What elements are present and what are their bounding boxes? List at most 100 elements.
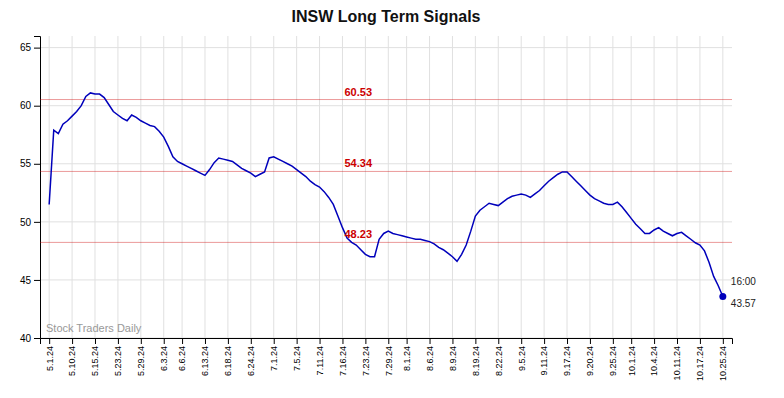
- x-tick: 8.19.24: [471, 338, 481, 376]
- x-tick-label: 5.23.24: [113, 346, 123, 376]
- x-tick-mark: [631, 338, 632, 344]
- x-tick-label: 7.29.24: [384, 346, 394, 376]
- chart: 5.1.24 5.10.24 5.15.24 5.23.24 5.29.24 6.3.24…: [0, 0, 784, 398]
- y-tick-label: 65: [20, 42, 32, 53]
- x-tick-label: 5.29.24: [136, 346, 146, 376]
- x-tick: 6.13.24: [200, 338, 210, 376]
- grid-line: [498, 36, 499, 338]
- reference-line: [40, 171, 732, 172]
- last-value-label: 43.57: [731, 298, 756, 309]
- last-time-label: 16:00: [731, 276, 756, 287]
- x-axis: 5.1.24 5.10.24 5.15.24 5.23.24 5.29.24 6.3.24…: [41, 338, 733, 381]
- x-tick-label: 10.17.24: [695, 346, 705, 381]
- y-tick: 60: [20, 100, 40, 111]
- x-axis-line: [41, 339, 733, 345]
- x-tick: 8.22.24: [494, 338, 504, 376]
- x-tick: 9.20.24: [585, 338, 595, 376]
- grid-line: [227, 36, 228, 338]
- x-tick-mark: [567, 338, 568, 344]
- x-tick-mark: [430, 338, 431, 344]
- x-tick: 10.4.24: [649, 338, 659, 376]
- grid-line: [365, 36, 366, 338]
- x-tick-mark: [521, 338, 522, 344]
- x-tick-mark: [251, 338, 252, 344]
- x-tick: 10.17.24: [695, 338, 705, 381]
- price-line: [49, 93, 723, 297]
- x-tick: 7.5.24: [292, 338, 302, 371]
- x-tick-label: 7.11.24: [315, 346, 325, 375]
- y-tick-label: 55: [20, 158, 32, 169]
- grid-line: [429, 36, 430, 338]
- x-tick-mark: [72, 338, 73, 344]
- x-tick-label: 6.3.24: [159, 346, 169, 371]
- y-tick-mark: [34, 338, 40, 339]
- x-tick-mark: [613, 338, 614, 344]
- grid-line: [567, 36, 568, 338]
- marks: [40, 93, 732, 300]
- x-tick-label: 9.17.24: [562, 346, 572, 376]
- grid-line: [40, 221, 732, 222]
- x-tick: 7.1.24: [269, 338, 279, 371]
- x-tick-label: 9.11.24: [539, 346, 549, 375]
- x-tick-mark: [342, 338, 343, 344]
- x-tick: 5.10.24: [67, 338, 77, 376]
- x-tick: 7.16.24: [338, 338, 348, 376]
- grid-line: [654, 36, 655, 338]
- x-tick: 10.11.24: [672, 338, 682, 380]
- x-tick: 6.24.24: [246, 338, 256, 376]
- y-tick: 45: [20, 275, 40, 286]
- grid-line: [140, 36, 141, 338]
- x-tick-mark: [700, 338, 701, 344]
- grid-line: [296, 36, 297, 338]
- grid-line: [699, 36, 700, 338]
- grid-line: [521, 36, 522, 338]
- grid-line: [612, 36, 613, 338]
- grid-line: [631, 36, 632, 338]
- x-tick-mark: [95, 338, 96, 344]
- y-tick-label: 45: [20, 275, 32, 286]
- x-tick-mark: [49, 338, 50, 344]
- x-tick-mark: [475, 338, 476, 344]
- grid-line: [722, 36, 723, 338]
- grid-line: [40, 279, 732, 280]
- reference-label: 54.34: [344, 157, 372, 169]
- x-tick: 9.25.24: [608, 338, 618, 376]
- y-tick-mark: [34, 48, 40, 49]
- reference-line: [40, 242, 732, 243]
- x-tick-label: 8.22.24: [494, 346, 504, 376]
- reference-line: [40, 99, 732, 100]
- x-tick: 6.18.24: [223, 338, 233, 376]
- x-tick-label: 8.19.24: [471, 346, 481, 376]
- x-tick: 5.15.24: [90, 338, 100, 376]
- grid-line: [452, 36, 453, 338]
- grid-line: [388, 36, 389, 338]
- grid-line: [677, 36, 678, 338]
- x-tick-label: 6.6.24: [177, 346, 187, 371]
- x-tick: 8.6.24: [425, 338, 435, 371]
- annotations: 60.5354.3448.23Stock Traders Daily16:004…: [46, 86, 756, 334]
- x-tick: 9.5.24: [517, 338, 527, 371]
- x-tick-mark: [118, 338, 119, 344]
- y-tick: 55: [20, 158, 40, 169]
- x-tick-mark: [205, 338, 206, 344]
- grid-line: [72, 36, 73, 338]
- x-tick-mark: [544, 338, 545, 344]
- grid-line: [273, 36, 274, 338]
- x-tick: 5.1.24: [45, 338, 55, 371]
- y-axis: 404550556065: [20, 37, 41, 344]
- x-tick: 6.6.24: [177, 338, 187, 371]
- y-axis-line: [34, 37, 41, 339]
- x-tick-label: 10.4.24: [649, 346, 659, 376]
- x-tick-label: 6.24.24: [246, 346, 256, 376]
- grid-line: [406, 36, 407, 338]
- grid-line: [40, 105, 732, 106]
- x-tick-mark: [164, 338, 165, 344]
- x-tick-mark: [452, 338, 453, 344]
- grid-line: [475, 36, 476, 338]
- x-tick-label: 9.25.24: [608, 346, 618, 376]
- grid-line: [589, 36, 590, 338]
- y-tick-mark: [34, 164, 40, 165]
- x-tick: 10.25.24: [718, 338, 728, 381]
- x-tick-mark: [274, 338, 275, 344]
- x-tick-label: 10.1.24: [627, 346, 637, 376]
